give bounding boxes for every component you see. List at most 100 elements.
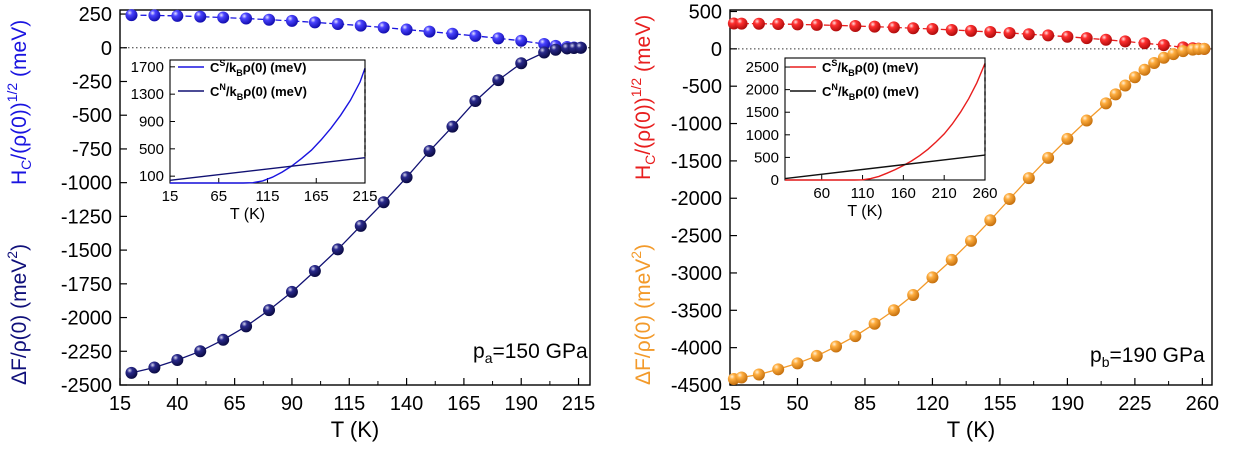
data-point-dF (1148, 57, 1161, 70)
data-point-dF (492, 74, 505, 87)
x-tick-label: 40 (166, 393, 188, 415)
data-point-Hc (171, 9, 184, 22)
y-tick-label: -500 (682, 76, 722, 98)
data-point-dF (926, 271, 939, 284)
data-point-Hc (1157, 39, 1170, 52)
x-tick-label: 15 (719, 393, 741, 415)
data-point-Hc (400, 23, 413, 36)
data-point-dF (752, 368, 765, 381)
inset-y-tick-label: 1700 (131, 59, 164, 76)
y-tick-label: -250 (72, 71, 112, 93)
data-point-dF (849, 330, 862, 343)
data-point-dF (331, 243, 344, 256)
data-point-dF (907, 288, 920, 301)
legend-label: CS/kBρ(0) (meV) (822, 58, 918, 78)
data-point-Hc (791, 18, 804, 31)
data-point-dF (1003, 192, 1016, 205)
data-point-dF (735, 371, 748, 384)
data-point-Hc (538, 37, 551, 50)
x-tick-label: 215 (562, 393, 595, 415)
inset-series-line (785, 63, 986, 181)
plot-frame (729, 9, 1213, 386)
inset-y-tick-label: 2500 (746, 59, 779, 76)
inset-x-tick-label: 260 (972, 185, 997, 202)
data-point-Hc (194, 10, 207, 23)
data-point-Hc (217, 11, 230, 24)
data-point-Hc (285, 14, 298, 27)
inset-y-tick-label: 500 (139, 141, 164, 158)
inset-series-line (170, 67, 366, 184)
y-axis-label-upper: HC/(ρ(0))1/2 (meV) (628, 15, 658, 180)
data-point-dF (549, 43, 562, 56)
data-point-Hc (868, 20, 881, 33)
data-point-dF (515, 57, 528, 70)
inset-series-line (169, 157, 366, 181)
y-tick-label: -1500 (61, 240, 112, 262)
y-tick-label: 0 (711, 39, 722, 61)
x-tick-label: 90 (281, 393, 303, 415)
inset-x-tick-label: 60 (813, 185, 830, 202)
data-point-dF (1080, 114, 1093, 127)
data-point-Hc (148, 9, 161, 22)
y-tick-label: 500 (689, 1, 722, 23)
legend-label: CN/kBρ(0) (meV) (210, 82, 307, 102)
data-point-Hc (263, 13, 276, 26)
right-panel: 15 50 85 120 155 190 225 260 500 0 -500 -1000 -1500 -… (628, 1, 1219, 442)
data-point-dF (1177, 45, 1190, 58)
x-tick-label: 165 (447, 393, 480, 415)
data-point-Hc (423, 25, 436, 38)
plot-frame (119, 9, 591, 386)
data-point-Hc (1119, 35, 1132, 48)
data-point-Hc (1061, 30, 1074, 43)
data-point-Hc (1042, 29, 1055, 42)
inset-x-tick-label: 15 (162, 188, 179, 205)
y-tick-label: -1000 (61, 173, 112, 195)
data-point-dF (1099, 97, 1112, 110)
y-axis-label-lower: ΔF/ρ(0) (meV2) (628, 244, 655, 385)
inset-y-tick-label: 900 (139, 114, 164, 131)
data-point-Hc (810, 18, 823, 31)
data-point-dF (772, 363, 785, 376)
data-point-dF (446, 120, 459, 133)
data-point-Hc (945, 23, 958, 36)
y-tick-label: -750 (72, 139, 112, 161)
inset-x-tick-label: 110 (851, 185, 875, 202)
inset: 60 110 160 210 260 0 500 1000 1500 2000 2500 T (K) C… (746, 57, 998, 220)
x-tick-label: 140 (390, 393, 423, 415)
data-point-dF (469, 95, 482, 108)
data-point-Hc (1099, 33, 1112, 46)
data-point-dF (1198, 42, 1211, 55)
data-point-Hc (240, 12, 253, 25)
data-point-Hc (492, 32, 505, 45)
inset-x-axis-label: T (K) (230, 206, 265, 223)
x-axis-label: T (K) (331, 417, 379, 442)
data-point-dF (538, 46, 551, 59)
data-point-Hc (887, 21, 900, 34)
data-point-dF (887, 304, 900, 317)
data-point-Hc (469, 29, 482, 42)
data-point-Hc (331, 18, 344, 31)
inset-y-tick-label: 500 (754, 149, 779, 166)
data-point-Hc (965, 24, 977, 37)
data-point-Hc (308, 16, 321, 29)
legend-label: CN/kBρ(0) (meV) (822, 82, 919, 102)
data-point-Hc (752, 17, 765, 30)
x-tick-label: 50 (786, 393, 808, 415)
y-tick-label: -1750 (61, 274, 112, 296)
inset-frame (169, 59, 366, 184)
y-tick-label: -2000 (61, 308, 112, 330)
inset-x-tick-label: 210 (932, 185, 957, 202)
data-point-dF (308, 265, 321, 278)
data-point-dF (1022, 172, 1035, 185)
data-point-dF (1061, 132, 1074, 145)
y-tick-label: -500 (72, 105, 112, 127)
x-tick-label: 155 (983, 393, 1016, 415)
inset-y-tick-label: 1500 (746, 104, 779, 121)
y-tick-label: -3000 (671, 263, 722, 285)
y-tick-label: -3500 (671, 300, 722, 322)
y-tick-label: 250 (79, 4, 112, 26)
inset: 15 65 115 165 215 100 500 900 1300 1700 T (K) CS/kB… (131, 58, 378, 223)
data-point-dF (400, 171, 413, 184)
inset-y-tick-label: 1300 (131, 86, 164, 103)
